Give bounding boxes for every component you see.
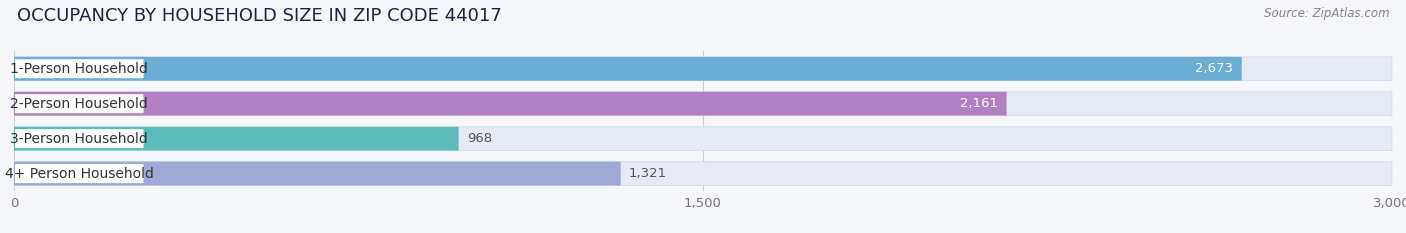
Text: 3-Person Household: 3-Person Household xyxy=(10,132,148,146)
Text: 2,673: 2,673 xyxy=(1195,62,1233,75)
Text: Source: ZipAtlas.com: Source: ZipAtlas.com xyxy=(1264,7,1389,20)
Text: 1,321: 1,321 xyxy=(628,167,668,180)
FancyBboxPatch shape xyxy=(15,59,143,78)
FancyBboxPatch shape xyxy=(14,57,1241,81)
Text: 2-Person Household: 2-Person Household xyxy=(10,97,148,111)
FancyBboxPatch shape xyxy=(14,92,1007,116)
Text: 1-Person Household: 1-Person Household xyxy=(10,62,148,76)
FancyBboxPatch shape xyxy=(14,162,1392,185)
Text: OCCUPANCY BY HOUSEHOLD SIZE IN ZIP CODE 44017: OCCUPANCY BY HOUSEHOLD SIZE IN ZIP CODE … xyxy=(17,7,502,25)
Text: 2,161: 2,161 xyxy=(960,97,998,110)
FancyBboxPatch shape xyxy=(15,94,143,113)
Text: 4+ Person Household: 4+ Person Household xyxy=(4,167,153,181)
FancyBboxPatch shape xyxy=(14,162,621,185)
FancyBboxPatch shape xyxy=(14,57,1392,81)
FancyBboxPatch shape xyxy=(14,127,1392,151)
FancyBboxPatch shape xyxy=(15,129,143,148)
FancyBboxPatch shape xyxy=(15,164,143,183)
FancyBboxPatch shape xyxy=(14,127,458,151)
Text: 968: 968 xyxy=(467,132,492,145)
FancyBboxPatch shape xyxy=(14,92,1392,116)
